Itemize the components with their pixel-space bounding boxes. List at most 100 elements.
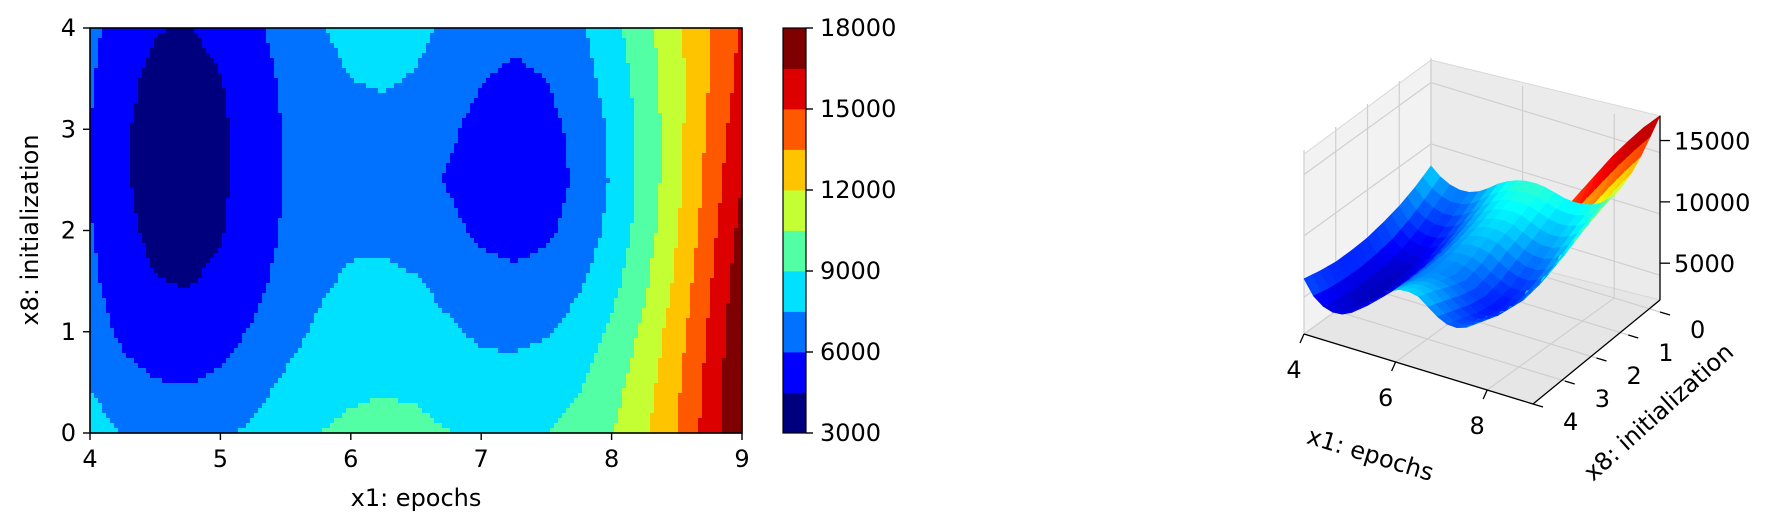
contour-cell <box>170 68 175 74</box>
contour-cell <box>498 98 503 104</box>
contour-cell <box>146 38 151 44</box>
contour-cell <box>246 133 251 139</box>
contour-cell <box>682 153 687 159</box>
contour-cell <box>606 138 611 144</box>
contour-cell <box>122 58 127 64</box>
contour-cell <box>138 63 143 69</box>
contour-cell <box>334 113 339 119</box>
contour-cell <box>242 53 247 59</box>
contour-cell <box>250 88 255 94</box>
contour-cell <box>346 48 351 54</box>
contour-cell <box>322 143 327 149</box>
contour-cell <box>574 83 579 89</box>
contour-cell <box>242 103 247 109</box>
contour-cell <box>534 28 539 34</box>
contour-cell <box>454 123 459 129</box>
contour-cell <box>346 178 351 184</box>
contour-cell <box>490 168 495 174</box>
contour-cell <box>650 58 655 64</box>
contour-cell <box>250 173 255 179</box>
contour-cell <box>730 128 735 134</box>
contour-cell <box>218 33 223 39</box>
contour-cell <box>122 93 127 99</box>
contour-cell <box>362 128 367 134</box>
contour-cell <box>514 148 519 154</box>
contour-cell <box>146 73 151 79</box>
contour-cell <box>518 158 523 164</box>
contour-cell <box>430 63 435 69</box>
contour-cell <box>510 168 515 174</box>
contour-cell <box>382 48 387 54</box>
contour-cell <box>234 133 239 139</box>
contour-cell <box>154 113 159 119</box>
contour-cell <box>570 113 575 119</box>
contour-cell <box>494 63 499 69</box>
contour-cell <box>690 78 695 84</box>
contour-cell <box>262 98 267 104</box>
contour-cell <box>418 168 423 174</box>
contour-cell <box>462 43 467 49</box>
contour-cell <box>418 138 423 144</box>
contour-cell <box>386 38 391 44</box>
contour-cell <box>574 63 579 69</box>
contour-cell <box>162 123 167 129</box>
contour-cell <box>194 148 199 154</box>
contour-cell <box>550 168 555 174</box>
contour-cell <box>210 158 215 164</box>
contour-cell <box>710 93 715 99</box>
contour-cell <box>230 38 235 44</box>
contour-cell <box>362 73 367 79</box>
contour-cell <box>734 173 739 179</box>
contour-cell <box>622 58 627 64</box>
contour-cell <box>138 98 143 104</box>
contour-cell <box>598 33 603 39</box>
contour-cell <box>146 178 151 184</box>
contour-cell <box>414 163 419 169</box>
contour-cell <box>294 48 299 54</box>
contour-cell <box>554 53 559 59</box>
contour-cell <box>446 33 451 39</box>
contour-cell <box>374 163 379 169</box>
contour-cell <box>706 58 711 64</box>
contour-cell <box>714 123 719 129</box>
contour-cell <box>526 133 531 139</box>
contour-cell <box>698 168 703 174</box>
contour-cell <box>94 103 99 109</box>
contour-cell <box>570 108 575 114</box>
contour-cell <box>318 173 323 179</box>
contour-cell <box>238 63 243 69</box>
contour-cell <box>354 158 359 164</box>
contour-cell <box>638 58 643 64</box>
contour-cell <box>502 153 507 159</box>
contour-cell <box>582 58 587 64</box>
contour-cell <box>546 148 551 154</box>
contour-cell <box>606 128 611 134</box>
contour-cell <box>458 43 463 49</box>
contour-cell <box>642 138 647 144</box>
contour-cell <box>530 68 535 74</box>
contour-cell <box>98 88 103 94</box>
contour-cell <box>202 168 207 174</box>
contour-cell <box>534 58 539 64</box>
contour-cell <box>134 138 139 144</box>
contour-cell <box>682 33 687 39</box>
contour-cell <box>362 58 367 64</box>
contour-cell <box>114 83 119 89</box>
contour-cell <box>514 153 519 159</box>
contour-cell <box>738 113 743 119</box>
contour-cell <box>738 28 743 34</box>
contour-cell <box>242 33 247 39</box>
contour-cell <box>606 73 611 79</box>
contour-cell <box>298 63 303 69</box>
contour-cell <box>286 63 291 69</box>
contour-cell <box>738 103 743 109</box>
contour-cell <box>202 78 207 84</box>
contour-cell <box>182 73 187 79</box>
contour-cell <box>466 138 471 144</box>
contour-cell <box>722 158 727 164</box>
contour-cell <box>438 113 443 119</box>
contour-cell <box>246 48 251 54</box>
contour-cell <box>626 173 631 179</box>
contour-cell <box>514 93 519 99</box>
contour-cell <box>414 128 419 134</box>
